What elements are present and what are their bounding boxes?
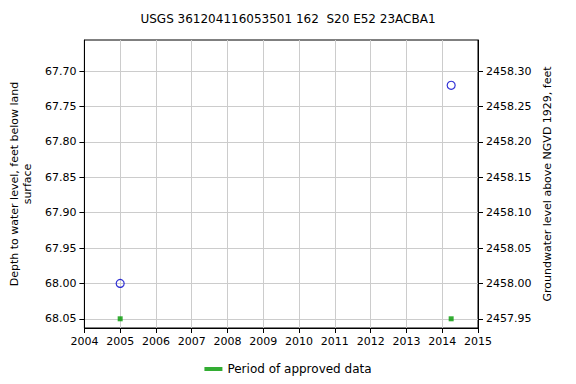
svg-text:67.90: 67.90 [45,206,77,219]
svg-text:2012: 2012 [357,335,385,348]
svg-text:67.75: 67.75 [45,100,77,113]
svg-text:Depth to water level, feet bel: Depth to water level, feet below land [8,82,21,287]
svg-text:Period of approved data: Period of approved data [227,362,371,376]
svg-text:2458.20: 2458.20 [486,135,532,148]
svg-text:Groundwater level above NGVD 1: Groundwater level above NGVD 1929, feet [541,66,554,302]
svg-text:2007: 2007 [178,335,206,348]
svg-text:2005: 2005 [106,335,134,348]
svg-text:67.85: 67.85 [45,171,77,184]
svg-text:2006: 2006 [142,335,170,348]
svg-text:2458.15: 2458.15 [486,171,532,184]
svg-text:2014: 2014 [428,335,456,348]
svg-text:2009: 2009 [249,335,277,348]
svg-text:2004: 2004 [70,335,98,348]
svg-text:2458.30: 2458.30 [486,65,532,78]
svg-text:USGS 361204116053501 162 S20: USGS 361204116053501 162 S20 E52 23ACBA1 [140,12,435,26]
svg-text:68.05: 68.05 [45,312,77,325]
svg-text:68.00: 68.00 [45,277,77,290]
svg-text:2008: 2008 [214,335,242,348]
svg-text:67.70: 67.70 [45,65,77,78]
svg-text:2458.25: 2458.25 [486,100,532,113]
svg-text:67.95: 67.95 [45,242,77,255]
svg-text:2457.95: 2457.95 [486,312,532,325]
svg-text:2458.05: 2458.05 [486,242,532,255]
svg-text:2015: 2015 [464,335,492,348]
svg-text:2458.10: 2458.10 [486,206,532,219]
svg-text:2013: 2013 [392,335,420,348]
svg-text:2458.00: 2458.00 [486,277,532,290]
svg-text:surface: surface [21,163,34,204]
svg-text:2010: 2010 [285,335,313,348]
svg-text:67.80: 67.80 [45,135,77,148]
svg-text:2011: 2011 [321,335,349,348]
